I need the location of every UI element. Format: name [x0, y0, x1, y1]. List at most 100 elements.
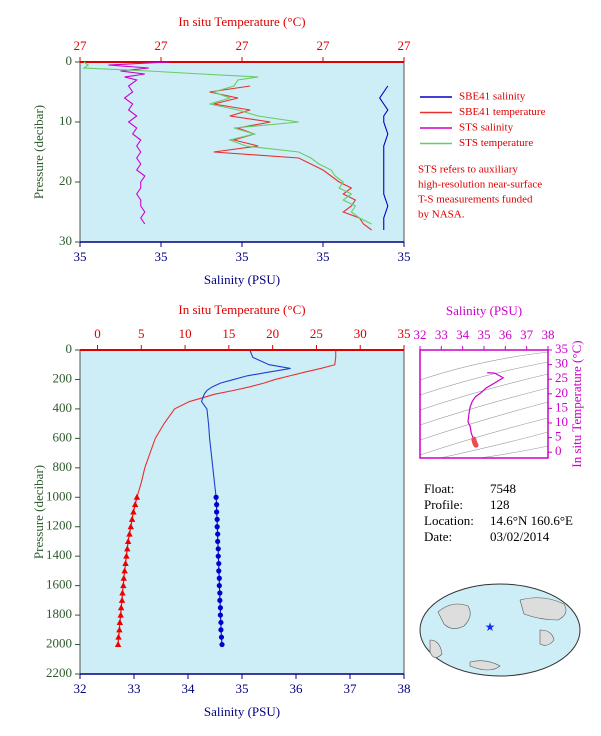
temperature-tick-label: 20 — [555, 385, 568, 400]
pressure-tick-label: 1000 — [46, 488, 72, 503]
note: STS refers to auxiliary — [418, 164, 518, 176]
note: by NASA. — [418, 209, 465, 221]
temperature-tick-label: 10 — [179, 326, 192, 341]
marker — [115, 633, 122, 640]
salinity-tick-label: 33 — [128, 681, 141, 696]
pressure-tick-label: 10 — [59, 113, 72, 128]
marker — [118, 596, 126, 603]
marker — [116, 626, 123, 633]
legend-label: SBE41 salinity — [459, 91, 526, 103]
salinity-axis-title: Salinity (PSU) — [204, 704, 280, 719]
temperature-tick-label: 25 — [555, 370, 568, 385]
marker — [122, 560, 129, 567]
svg-text:★: ★ — [485, 620, 496, 634]
marker — [120, 582, 127, 589]
pressure-tick-label: 0 — [66, 341, 73, 356]
pressure-tick-label: 2000 — [46, 636, 72, 651]
marker — [215, 538, 221, 545]
ts-line — [467, 372, 505, 440]
pressure-tick-label: 600 — [53, 429, 73, 444]
profile-line — [82, 61, 372, 225]
marker — [214, 524, 220, 530]
salinity-tick-label: 38 — [398, 681, 411, 696]
salinity-tick-label: 33 — [435, 327, 448, 342]
pressure-tick-label: 1600 — [46, 577, 72, 592]
world-map: ★ — [419, 583, 581, 677]
marker — [114, 641, 122, 648]
salinity-axis-title: Salinity (PSU) — [446, 303, 522, 318]
salinity-tick-label: 35 — [236, 681, 249, 696]
marker — [216, 568, 222, 574]
marker — [214, 509, 220, 515]
salinity-tick-label: 35 — [155, 249, 168, 264]
marker — [215, 553, 221, 559]
salinity-tick-label: 35 — [74, 249, 87, 264]
temperature-tick-label: 27 — [398, 38, 412, 53]
marker — [214, 516, 220, 522]
temperature-tick-label: 27 — [74, 38, 88, 53]
marker — [216, 575, 222, 581]
marker — [117, 611, 124, 618]
marker — [218, 627, 224, 633]
profile-line — [209, 85, 372, 231]
salinity-tick-label: 37 — [344, 681, 358, 696]
pressure-axis-title: Pressure (decibar) — [31, 105, 46, 199]
salinity-tick-label: 35 — [236, 249, 249, 264]
temperature-tick-label: 27 — [155, 38, 169, 53]
info-label: Date: — [424, 529, 452, 544]
info-label: Profile: — [424, 497, 463, 512]
marker — [215, 531, 221, 537]
temperature-tick-label: 10 — [555, 414, 568, 429]
marker — [216, 560, 222, 567]
temperature-tick-label: 35 — [555, 341, 568, 356]
pressure-tick-label: 200 — [53, 370, 73, 385]
salinity-tick-label: 36 — [499, 327, 513, 342]
salinity-tick-label: 35 — [317, 249, 330, 264]
profile-line — [108, 61, 170, 225]
temperature-tick-label: 35 — [398, 326, 411, 341]
marker — [116, 618, 124, 625]
salinity-tick-label: 35 — [398, 249, 411, 264]
marker — [217, 605, 223, 611]
salinity-tick-label: 35 — [478, 327, 491, 342]
marker — [216, 583, 222, 589]
marker — [121, 567, 128, 574]
temperature-tick-label: 30 — [555, 356, 568, 371]
marker — [123, 552, 130, 559]
marker — [126, 530, 133, 537]
info-label: Location: — [424, 513, 474, 528]
pressure-tick-label: 2200 — [46, 665, 72, 680]
temperature-axis-title: In situ Temperature (°C) — [569, 340, 584, 467]
temperature-tick-label: 0 — [94, 326, 101, 341]
salinity-tick-label: 37 — [520, 327, 534, 342]
temperature-tick-label: 27 — [236, 38, 250, 53]
marker — [117, 604, 125, 611]
salinity-tick-label: 38 — [542, 327, 555, 342]
ts-point — [473, 442, 479, 448]
temperature-axis-title: In situ Temperature (°C) — [178, 302, 305, 317]
salinity-tick-label: 32 — [414, 327, 427, 342]
plot-area — [79, 61, 405, 243]
legend-label: STS temperature — [459, 137, 533, 149]
marker — [217, 590, 223, 596]
marker — [130, 508, 137, 515]
info-value: 128 — [490, 497, 510, 512]
marker — [128, 515, 136, 522]
pressure-tick-label: 20 — [59, 173, 72, 188]
marker — [124, 545, 131, 552]
temperature-tick-label: 27 — [317, 38, 331, 53]
pressure-tick-label: 1200 — [46, 518, 72, 533]
profile-line — [379, 85, 389, 230]
temperature-tick-label: 15 — [555, 399, 568, 414]
salinity-tick-label: 34 — [456, 327, 470, 342]
note: T-S measurements funded — [418, 194, 533, 206]
info-label: Float: — [424, 481, 454, 496]
salinity-tick-label: 32 — [74, 681, 87, 696]
pressure-axis-title: Pressure (decibar) — [31, 465, 46, 559]
pressure-tick-label: 800 — [53, 459, 73, 474]
temperature-tick-label: 30 — [354, 326, 367, 341]
marker — [119, 589, 126, 596]
salinity-tick-label: 36 — [290, 681, 304, 696]
temperature-tick-label: 5 — [555, 429, 562, 444]
